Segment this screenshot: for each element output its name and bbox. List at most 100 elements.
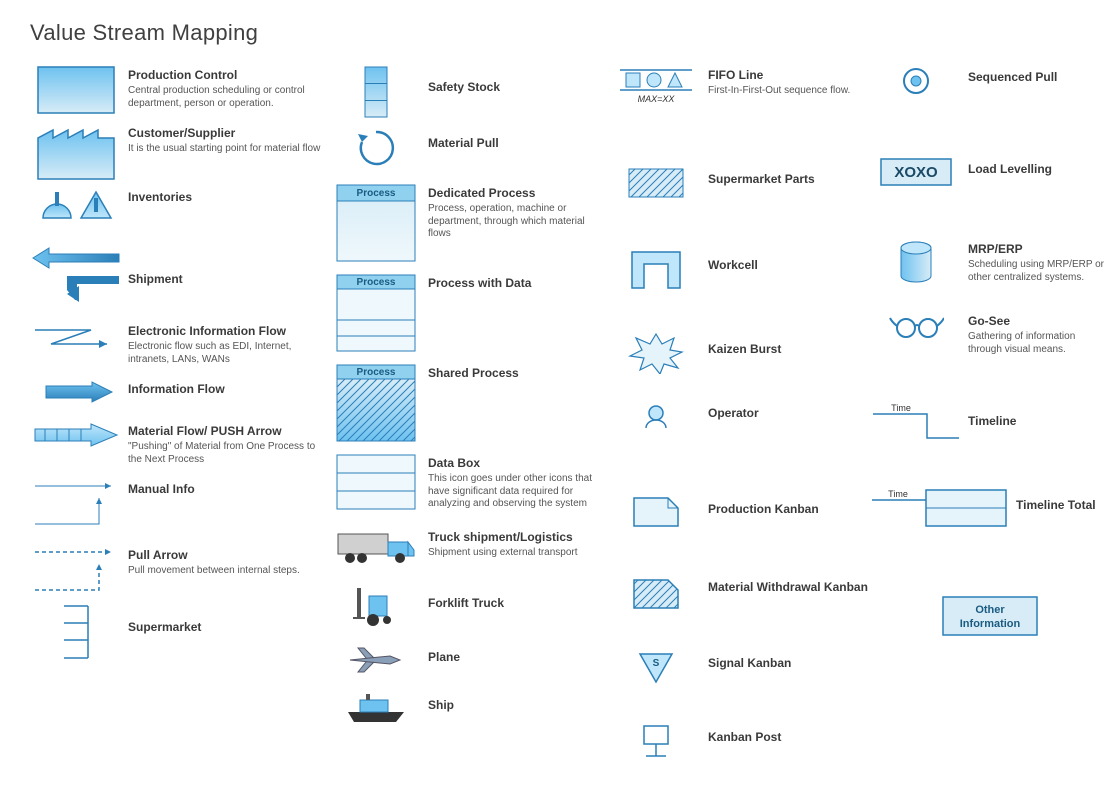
item-safety-stock: Safety Stock [330,64,610,118]
label: Material Pull [428,136,610,151]
push-arrow-icon [30,420,122,448]
item-signal-kanban: S Signal Kanban [610,648,870,700]
item-sequenced-pull: Sequenced Pull [870,64,1110,116]
manual-info-icon [30,478,122,530]
item-pull-arrow: Pull ArrowPull movement between internal… [30,544,330,596]
item-mrp-erp: MRP/ERPScheduling using MRP/ERP or other… [870,238,1110,290]
item-data-box: Data BoxThis icon goes under other icons… [330,452,610,520]
item-other-information: Other Information Other Information [870,596,1110,648]
load-levelling-icon: XOXO [870,156,962,186]
item-electronic-info-flow: Electronic Information FlowElectronic fl… [30,320,330,372]
desc: First-In-First-Out sequence flow. [708,85,870,98]
item-ship: Ship [330,690,610,732]
label: Customer/Supplier [128,126,330,141]
item-timeline-total: Time Timeline Total [870,484,1110,536]
electronic-info-flow-icon [30,320,122,352]
supermarket-parts-icon [610,166,702,198]
svg-text:Time: Time [891,404,911,413]
kaizen-burst-icon [610,330,702,374]
item-production-control: Production Control Central production sch… [30,64,330,116]
dedicated-process-icon: Process [330,182,422,262]
item-plane: Plane [330,642,610,684]
item-truck: Truck shipment/LogisticsShipment using e… [330,526,610,578]
label: Go-See [968,314,1110,329]
svg-text:XOXO: XOXO [894,164,938,181]
production-kanban-icon [610,494,702,528]
signal-kanban-icon: S [610,648,702,686]
item-operator: Operator [610,402,870,454]
desc: Gathering of information through visual … [968,331,1110,356]
label: Production Control [128,68,330,83]
label: Plane [428,650,610,665]
item-push-arrow: Material Flow/ PUSH Arrow "Pushing" of Ma… [30,420,330,472]
label: Information Flow [128,382,330,397]
item-customer-supplier: Customer/Supplier It is the usual startin… [30,122,330,180]
svg-text:Process: Process [357,277,396,288]
label: Supermarket [128,620,330,635]
label: Supermarket Parts [708,172,870,187]
item-manual-info: Manual Info [30,478,330,538]
label: Forklift Truck [428,596,610,611]
label: Electronic Information Flow [128,324,330,339]
svg-text:Other: Other [975,604,1005,616]
label: Load Levelling [968,162,1110,177]
svg-text:Information: Information [960,618,1021,630]
item-kanban-post: Kanban Post [610,720,870,772]
item-supermarket-parts: Supermarket Parts [610,166,870,218]
desc: Central production scheduling or control… [128,85,330,110]
pull-arrow-icon [30,544,122,596]
sequenced-pull-icon [870,64,962,96]
label: Dedicated Process [428,186,610,201]
item-information-flow: Information Flow [30,378,330,414]
item-supermarket: Supermarket [30,602,330,660]
desc: "Pushing" of Material from One Process t… [128,441,330,466]
forklift-icon [330,584,422,630]
inventories-icon [30,186,122,222]
page-title: Value Stream Mapping [30,20,1090,46]
ship-icon [330,690,422,726]
label: Manual Info [128,482,330,497]
production-control-icon [30,64,122,114]
item-shared-process: Process Shared Process [330,362,610,446]
label: Safety Stock [428,80,610,95]
label: Shipment [128,272,330,287]
label: MRP/ERP [968,242,1110,257]
svg-text:Process: Process [357,367,396,378]
customer-supplier-icon [30,122,122,180]
operator-icon [610,402,702,430]
item-process-with-data: Process Process with Data [330,272,610,356]
item-shipment: Shipment [30,244,330,314]
item-production-kanban: Production Kanban [610,494,870,546]
mrp-erp-icon [870,238,962,284]
item-withdrawal-kanban: Material Withdrawal Kanban [610,576,870,628]
legend-grid: Production Control Central production sch… [30,64,1090,778]
data-box-icon [330,452,422,510]
truck-icon [330,526,422,568]
label: Timeline [968,414,1110,429]
label: Kaizen Burst [708,342,870,357]
svg-text:MAX=XX: MAX=XX [638,94,676,104]
process-with-data-icon: Process [330,272,422,352]
desc: It is the usual starting point for mater… [128,143,330,156]
label: Production Kanban [708,502,870,517]
safety-stock-icon [330,64,422,118]
fifo-line-icon: MAX=XX [610,64,702,106]
col-3: MAX=XX FIFO LineFirst-In-First-Out seque… [610,64,870,778]
information-flow-icon [30,378,122,404]
svg-text:Time: Time [888,489,908,499]
timeline-icon: Time [870,402,962,444]
label: Kanban Post [708,730,870,745]
svg-text:S: S [653,658,660,669]
go-see-icon [870,310,962,340]
other-information-icon: Other Information [942,596,1038,641]
label: Operator [708,406,870,421]
item-inventories: Inventories [30,186,330,238]
item-go-see: Go-See Gathering of information through v… [870,310,1110,362]
withdrawal-kanban-icon [610,576,702,610]
material-pull-icon [330,124,422,170]
label: Material Flow/ PUSH Arrow [128,424,330,439]
col-1: Production Control Central production sch… [30,64,330,778]
plane-icon [330,642,422,676]
desc: Process, operation, machine or departmen… [428,203,610,241]
item-material-pull: Material Pull [330,124,610,176]
